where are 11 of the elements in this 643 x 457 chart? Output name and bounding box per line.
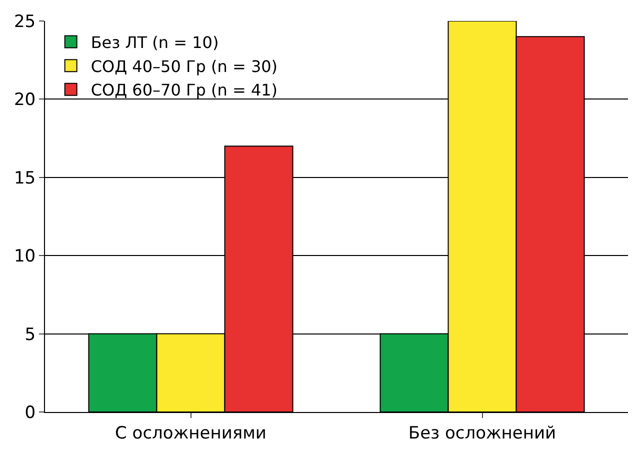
- y-tick-label: 10: [14, 246, 36, 267]
- legend-label: Без ЛТ (n = 10): [90, 33, 219, 52]
- y-tick-label: 0: [24, 402, 36, 423]
- y-tick-label: 20: [14, 90, 36, 110]
- y-tick-label: 25: [14, 12, 36, 32]
- x-tick-label: Без осложнений: [408, 423, 556, 444]
- y-tick-label: 5: [24, 324, 36, 345]
- legend-label: СОД 60–70 Гр (n = 41): [90, 80, 278, 100]
- legend-label: СОД 40–50 Гр (n = 30): [90, 56, 278, 76]
- x-tick-label: С осложнениями: [115, 423, 266, 444]
- y-tick-label: 15: [14, 168, 36, 188]
